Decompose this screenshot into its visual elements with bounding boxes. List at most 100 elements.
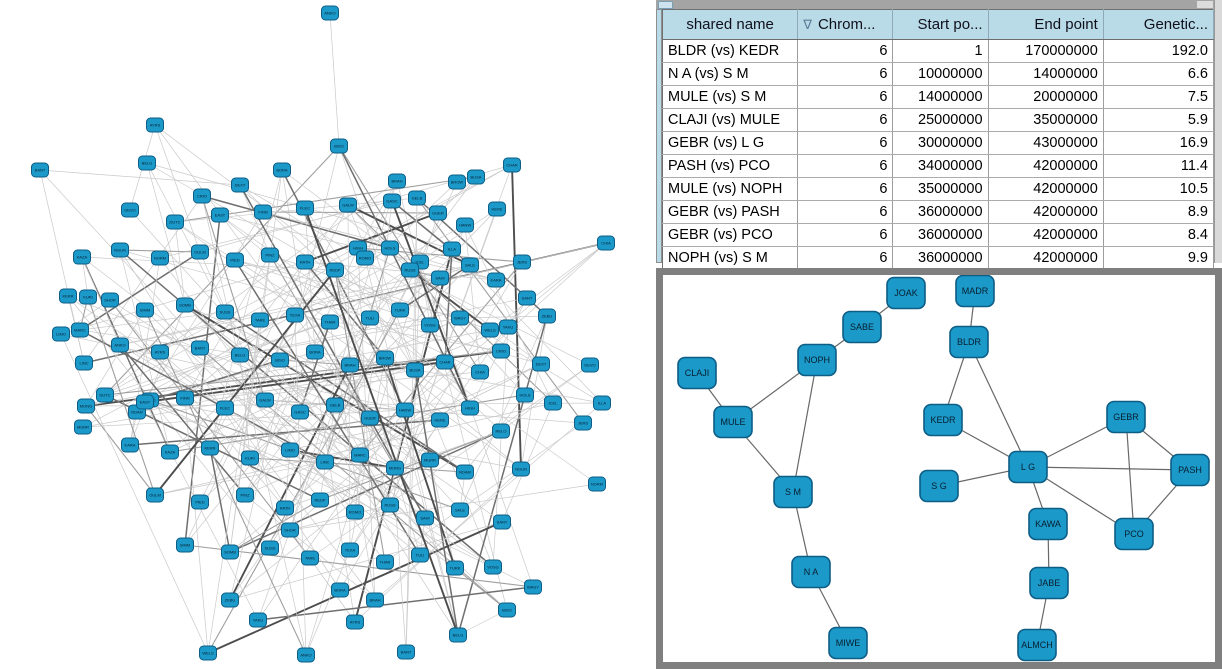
cell-end-point[interactable]: 14000000: [988, 62, 1104, 86]
network-node[interactable]: HANW: [396, 402, 414, 418]
network-node[interactable]: CHIA: [471, 364, 489, 380]
cell-end-point[interactable]: 42000000: [988, 246, 1104, 270]
network-node[interactable]: FINN: [254, 204, 272, 220]
network-node[interactable]: BRAH: [388, 173, 406, 189]
network-node[interactable]: BISO: [271, 352, 289, 368]
node-noph[interactable]: NOPH: [797, 343, 837, 377]
network-node[interactable]: BANT: [191, 340, 209, 356]
network-node[interactable]: MURR: [421, 452, 439, 468]
cell-end-point[interactable]: 43000000: [988, 131, 1104, 155]
network-node[interactable]: WAGY: [524, 579, 542, 595]
network-node[interactable]: GALW: [339, 197, 357, 213]
network-node[interactable]: PINZ: [261, 247, 279, 263]
cell-chrom[interactable]: 6: [797, 177, 894, 201]
network-node[interactable]: LIMO: [281, 442, 299, 458]
network-node[interactable]: HOLS: [381, 240, 399, 256]
network-node[interactable]: WELS: [481, 322, 499, 338]
network-node[interactable]: BANT: [397, 644, 415, 660]
network-node[interactable]: HANW: [456, 217, 474, 233]
network-node[interactable]: REDP: [311, 492, 329, 508]
node-kawa[interactable]: KAWA: [1028, 507, 1068, 541]
cell-chrom[interactable]: 6: [797, 85, 894, 109]
node-l-g[interactable]: L G: [1008, 450, 1048, 484]
edge-gebr-pco[interactable]: [1125, 416, 1135, 535]
table-row[interactable]: GEBR (vs) L G 6 30000000 43000000 16.9: [662, 131, 1215, 155]
network-node[interactable]: REDP: [326, 262, 344, 278]
network-node[interactable]: CHAR: [503, 157, 521, 173]
cell-start-po[interactable]: 35000000: [892, 177, 989, 201]
table-row[interactable]: GEBR (vs) PASH 6 36000000 42000000 8.9: [662, 200, 1215, 224]
network-node[interactable]: YAKU: [499, 319, 517, 335]
node-pash[interactable]: PASH: [1170, 453, 1210, 487]
node-s-m[interactable]: S M: [773, 475, 813, 509]
network-node[interactable]: SALE: [461, 257, 479, 273]
cell-start-po[interactable]: 36000000: [892, 246, 989, 270]
table-row[interactable]: GEBR (vs) PCO 6 36000000 42000000 8.4: [662, 223, 1215, 247]
cell-genetic[interactable]: 16.9: [1103, 131, 1215, 155]
network-node[interactable]: BELG: [231, 347, 249, 363]
cell-genetic[interactable]: 9.9: [1103, 246, 1215, 270]
cell-start-po[interactable]: 36000000: [892, 223, 989, 247]
network-node[interactable]: HIGH: [461, 400, 479, 416]
network-node[interactable]: DUTC: [96, 387, 114, 403]
network-node[interactable]: HERE: [431, 412, 449, 428]
network-node[interactable]: MURR: [74, 419, 92, 435]
node-mule[interactable]: MULE: [713, 405, 753, 439]
cell-end-point[interactable]: 42000000: [988, 223, 1104, 247]
network-node[interactable]: PIED: [191, 494, 209, 510]
network-node[interactable]: BELG: [449, 627, 467, 643]
network-node[interactable]: OULM: [146, 487, 164, 503]
network-node[interactable]: NDAM: [456, 464, 474, 480]
cell-shared-name[interactable]: N A (vs) S M: [662, 62, 799, 86]
network-node[interactable]: SUSS: [216, 304, 234, 320]
network-node[interactable]: SANT: [493, 514, 511, 530]
network-node[interactable]: SIMM: [176, 537, 194, 553]
network-node[interactable]: KAZA: [73, 249, 91, 265]
column-header-shared-name[interactable]: shared name: [662, 9, 799, 40]
network-node[interactable]: TULI: [411, 547, 429, 563]
network-node[interactable]: BRAH: [366, 592, 384, 608]
node-miwe[interactable]: MIWE: [828, 626, 868, 660]
cell-end-point[interactable]: 170000000: [988, 39, 1104, 63]
network-node[interactable]: ILLA: [443, 241, 461, 257]
cell-chrom[interactable]: 6: [797, 200, 894, 224]
node-s-g[interactable]: S G: [919, 469, 959, 503]
cell-start-po[interactable]: 25000000: [892, 108, 989, 132]
network-node[interactable]: SOMB: [176, 297, 194, 313]
network-node[interactable]: TULI: [361, 310, 379, 326]
network-node[interactable]: KERR: [59, 288, 77, 304]
network-node[interactable]: LINC: [316, 454, 334, 470]
cell-end-point[interactable]: 35000000: [988, 108, 1104, 132]
network-node[interactable]: SIMM: [136, 302, 154, 318]
cell-chrom[interactable]: 6: [797, 108, 894, 132]
cell-shared-name[interactable]: GEBR (vs) PASH: [662, 200, 799, 224]
network-node[interactable]: WELS: [199, 645, 217, 661]
network-node[interactable]: ILLA: [593, 395, 611, 411]
network-node[interactable]: RATH: [296, 254, 314, 270]
cell-genetic[interactable]: 192.0: [1103, 39, 1215, 63]
network-node[interactable]: SANT: [518, 290, 536, 306]
network-node[interactable]: BISO: [330, 138, 348, 154]
network-node[interactable]: MONG: [77, 398, 95, 414]
network-node[interactable]: EAST: [136, 394, 154, 410]
network-node[interactable]: LINC: [75, 355, 93, 371]
table-row[interactable]: MULE (vs) NOPH 6 35000000 42000000 10.5: [662, 177, 1215, 201]
network-node[interactable]: ICEL: [544, 395, 562, 411]
network-node[interactable]: BROW: [448, 174, 466, 190]
network-node[interactable]: CRIO: [193, 188, 211, 204]
cell-shared-name[interactable]: MULE (vs) NOPH: [662, 177, 799, 201]
network-node[interactable]: FLEC: [216, 400, 234, 416]
network-node[interactable]: DEXT: [532, 356, 550, 372]
table-row[interactable]: N A (vs) S M 6 10000000 14000000 6.6: [662, 62, 1215, 86]
network-node[interactable]: BROW: [376, 350, 394, 366]
network-node[interactable]: TEXA: [341, 542, 359, 558]
network-node[interactable]: SALE: [451, 502, 469, 518]
cell-end-point[interactable]: 20000000: [988, 85, 1104, 109]
network-node[interactable]: KURI: [79, 289, 97, 305]
cell-start-po[interactable]: 30000000: [892, 131, 989, 155]
cell-shared-name[interactable]: MULE (vs) S M: [662, 85, 799, 109]
node-pco[interactable]: PCO: [1114, 517, 1154, 551]
cell-end-point[interactable]: 42000000: [988, 177, 1104, 201]
network-node[interactable]: CHAR: [436, 354, 454, 370]
cell-end-point[interactable]: 42000000: [988, 154, 1104, 178]
